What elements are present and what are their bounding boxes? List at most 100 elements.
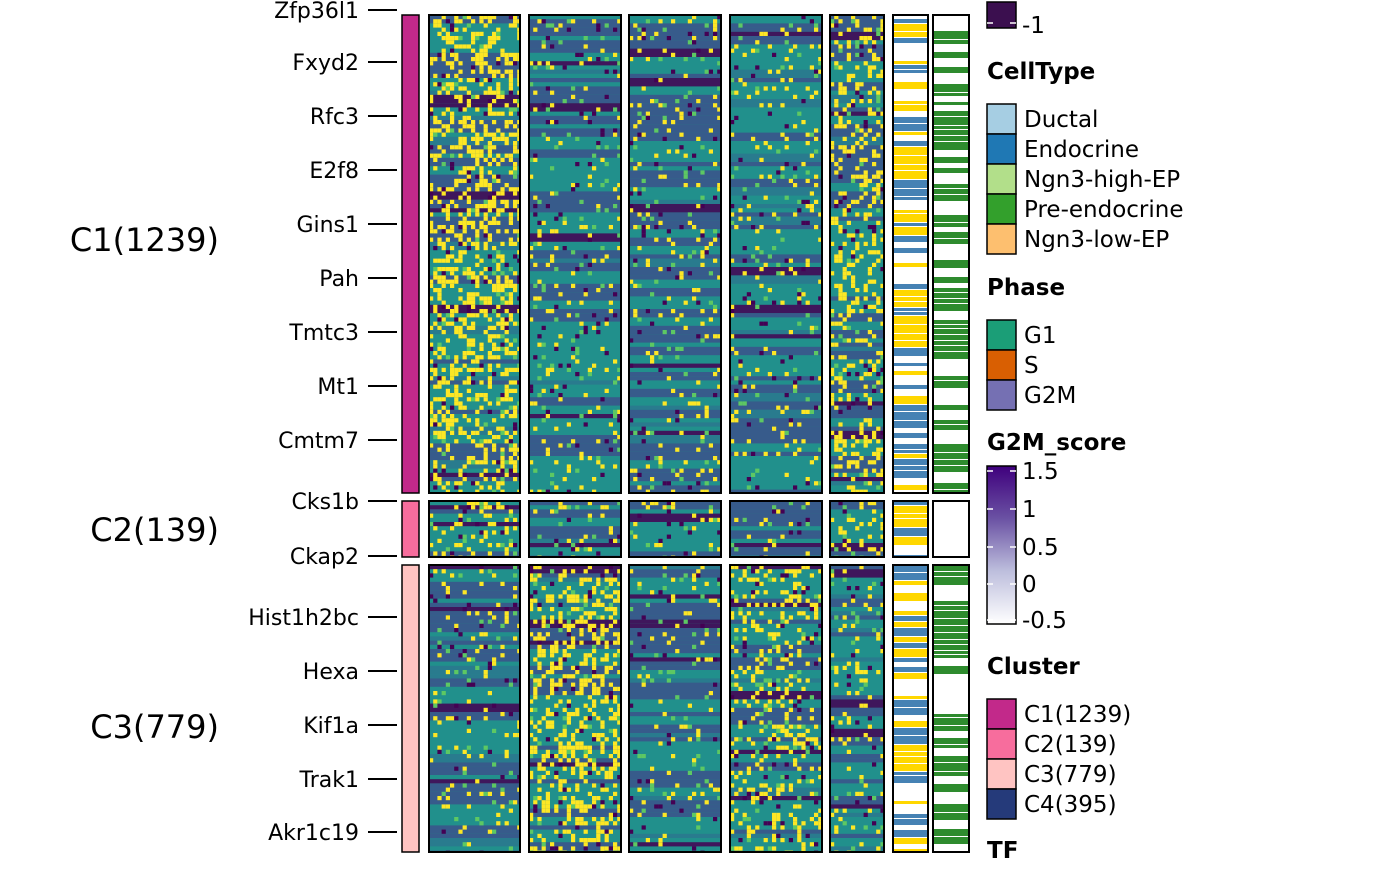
heatmap-cell [846,460,851,465]
heatmap-cell [704,405,709,410]
heatmap-cell [687,770,692,775]
heatmap-cell [462,300,467,305]
heatmap-cell [692,526,697,531]
heatmap-cell [483,229,488,234]
heatmap-cell [479,619,484,624]
heatmap-cell [658,460,663,465]
heatmap-cell [471,439,476,444]
heatmap-cell [541,405,546,410]
heatmap-cell [755,86,760,91]
heatmap-cell [579,770,584,775]
heatmap-cell [746,838,751,843]
annotation-stripe [933,640,969,644]
annotation-stripe [893,459,928,465]
heatmap-cell [596,551,601,556]
heatmap-cell [475,208,480,213]
annotation-stripe [933,329,969,334]
heatmap-cell [429,61,434,66]
heatmap-row-stripe [629,78,721,87]
heatmap-cell [571,607,576,612]
heatmap-cell [533,65,538,70]
heatmap-cell [479,439,484,444]
heatmap-cell [834,405,839,410]
heatmap-cell [571,569,576,574]
annotation-stripe [933,453,969,459]
heatmap-cell [645,464,650,469]
heatmap-cell [437,296,442,301]
heatmap-cell [441,451,446,456]
heatmap-cell [541,842,546,847]
heatmap-cell [872,384,877,389]
heatmap-cell [558,661,563,666]
heatmap-cell [805,678,810,683]
heatmap-cell [513,288,518,293]
heatmap-cell [746,292,751,297]
heatmap-row-stripe [730,565,822,570]
heatmap-cell [717,275,721,280]
heatmap-cell [504,183,509,188]
heatmap-cell [654,653,659,658]
heatmap-cell [537,741,542,746]
heatmap-cell [496,262,501,267]
heatmap-cell [441,346,446,351]
heatmap-cell [508,846,513,851]
heatmap-cell [880,23,884,28]
heatmap-cell [842,380,847,385]
heatmap-cell [788,674,793,679]
heatmap-cell [880,73,884,78]
heatmap-cell [429,296,434,301]
heatmap-cell [637,162,642,167]
heatmap-row-stripe [429,590,520,599]
heatmap-cell [429,279,434,284]
heatmap-cell [759,846,764,851]
annotation-stripe [933,606,969,610]
heatmap-cell [713,334,718,339]
heatmap-cell [550,665,555,670]
heatmap-cell [454,73,459,78]
heatmap-row-stripe [429,237,520,242]
heatmap-cell [633,258,638,263]
heatmap-cell [613,439,618,444]
heatmap-row-stripe [830,111,884,116]
heatmap-cell [504,279,509,284]
heatmap-cell [496,485,501,490]
heatmap-cell [846,720,851,725]
annotation-stripe [893,348,928,356]
heatmap-cell [867,534,872,539]
heatmap-cell [492,191,497,196]
heatmap-cell [772,733,777,738]
heatmap-cell [583,745,588,750]
heatmap-row-stripe [429,766,520,775]
heatmap-cell [462,430,467,435]
heatmap-cell [441,330,446,335]
heatmap-cell [662,812,667,817]
heatmap-cell [479,355,484,360]
heatmap-cell [492,447,497,452]
heatmap-cell [566,749,571,754]
heatmap-cell [805,737,810,742]
heatmap-cell [450,229,455,234]
heatmap-cell [513,166,518,171]
heatmap-cell [441,300,446,305]
heatmap-cell [855,90,860,95]
heatmap-cell [742,640,747,645]
heatmap-cell [859,183,864,188]
heatmap-cell [608,309,613,314]
heatmap-cell [587,707,592,712]
heatmap-cell [508,456,513,461]
heatmap-cell [492,283,497,288]
heatmap-cell [671,577,676,582]
heatmap-cell [471,241,476,246]
heatmap-cell [801,505,806,510]
heatmap-cell [471,31,476,36]
heatmap-cell [759,728,764,733]
heatmap-cell [492,132,497,137]
heatmap-block-border [729,500,823,558]
heatmap-cell [462,166,467,171]
heatmap-cell [700,57,705,62]
heatmap-cell [830,728,835,733]
heatmap-cell [708,48,713,53]
heatmap-cell [834,61,839,66]
heatmap-cell [562,724,567,729]
heatmap-cell [529,745,534,750]
